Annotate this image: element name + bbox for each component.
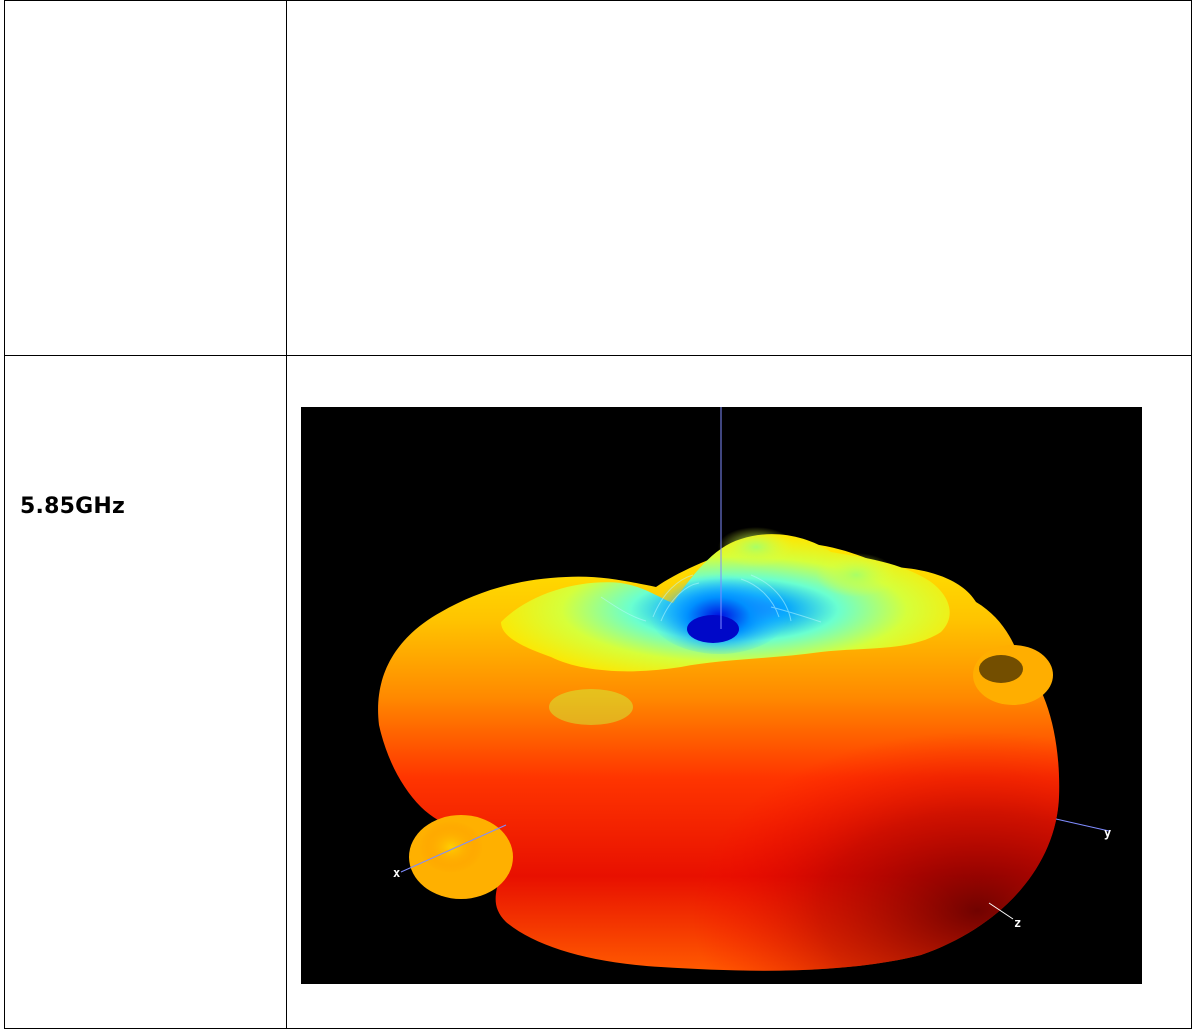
pattern-null [649, 570, 789, 655]
radiation-pattern-figure: x y z [378, 407, 1111, 972]
y-axis-label: y [1104, 826, 1111, 840]
x-axis-line [400, 824, 507, 873]
label-cell-empty [4, 0, 287, 357]
axes [400, 407, 1110, 920]
table-row: 5.85GHz [4, 355, 1192, 1029]
content-cell-empty [286, 0, 1192, 357]
content-cell: x y z [286, 355, 1192, 1029]
diag-axis-line [988, 902, 1014, 920]
z-axis-label: z [1014, 916, 1021, 930]
table-row [4, 0, 1192, 357]
x-axis-label: x [393, 866, 400, 880]
label-cell: 5.85GHz [4, 355, 287, 1029]
radiation-pattern-plot: x y z [301, 407, 1142, 985]
y-axis-line [1055, 818, 1110, 832]
frequency-label: 5.85GHz [20, 494, 125, 520]
document-table: 5.85GHz [4, 0, 1192, 1029]
